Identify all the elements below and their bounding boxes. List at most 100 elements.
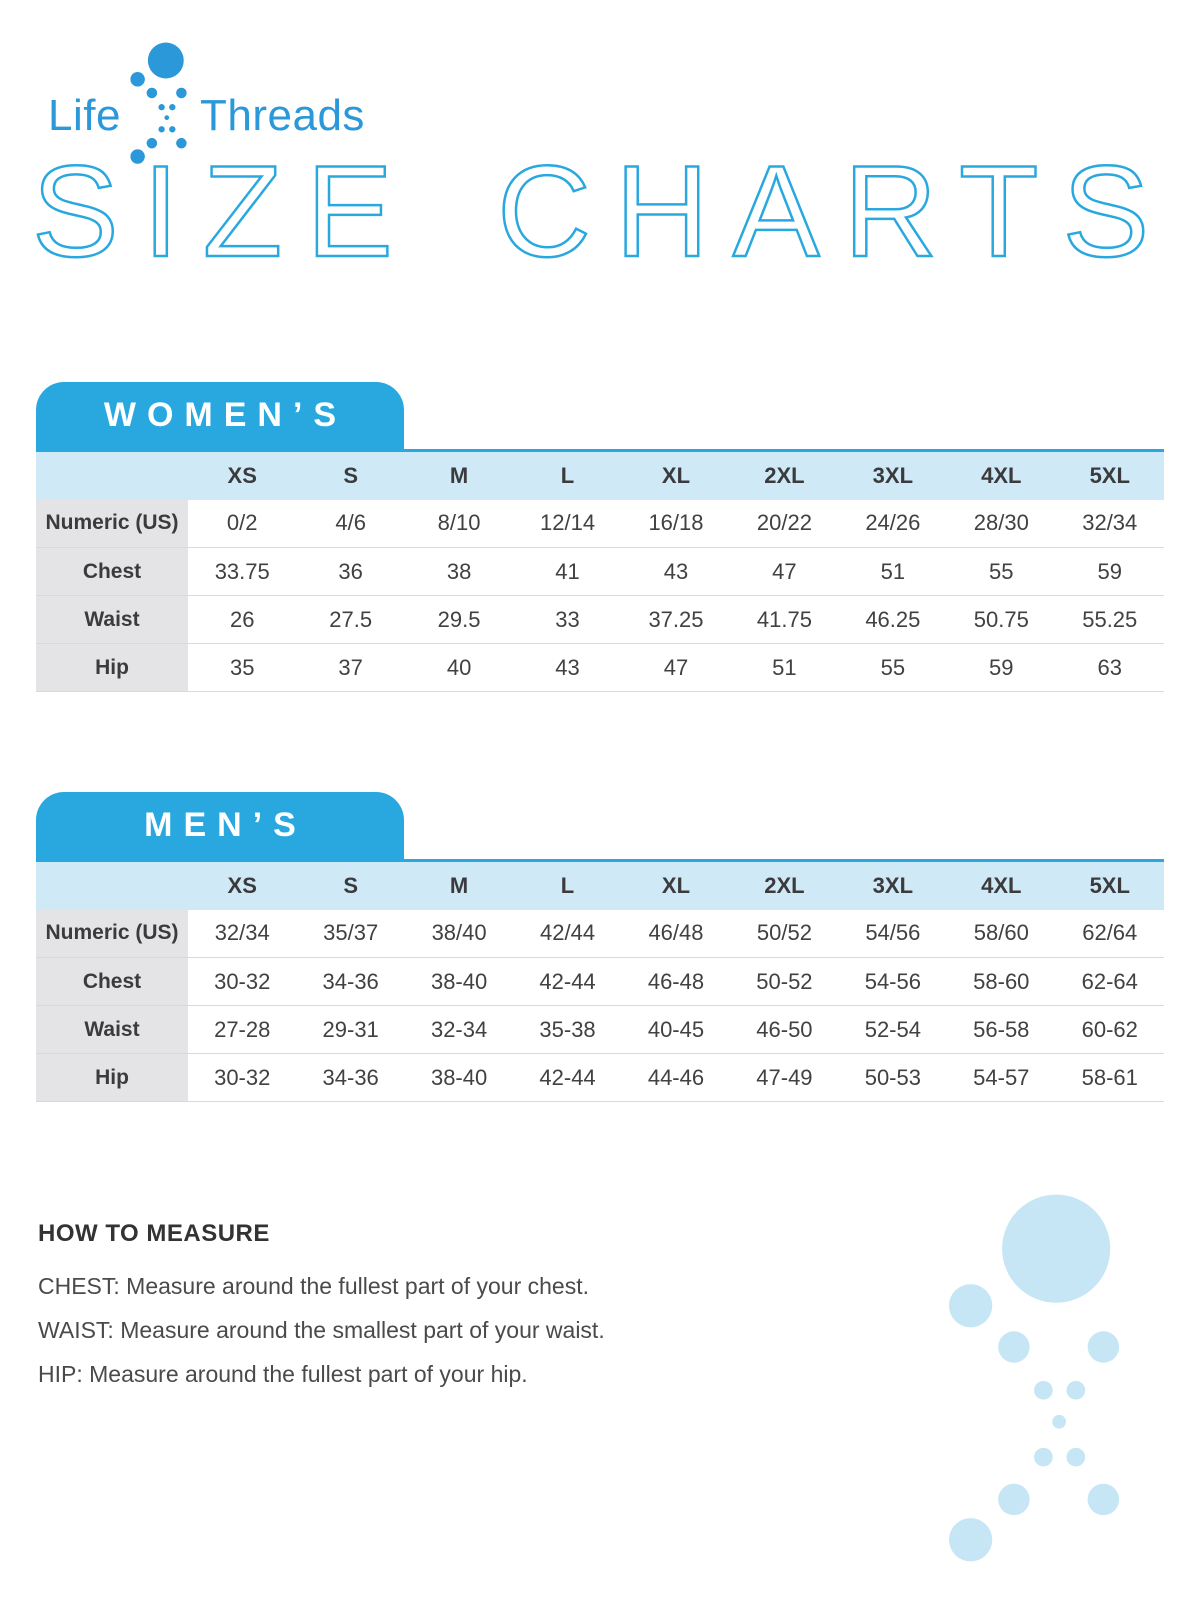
corner-cell bbox=[36, 860, 188, 910]
measurement-cell: 28/30 bbox=[947, 499, 1056, 548]
womens-tab-label: WOMEN’S bbox=[103, 396, 348, 434]
measurement-cell: 27-28 bbox=[188, 1005, 297, 1054]
womens-size-table: XS S M L XL 2XL 3XL 4XL 5XL Numeric (US) 0/2 4/6 8/1… bbox=[36, 449, 1164, 692]
measure-instruction-chest: CHEST: Measure around the fullest part o… bbox=[38, 1273, 589, 1299]
measurement-cell: 43 bbox=[621, 547, 731, 596]
measurement-cell: 58-61 bbox=[1055, 1053, 1164, 1102]
measurement-cell: 33 bbox=[513, 595, 622, 644]
measurement-cell: 35-38 bbox=[513, 1005, 622, 1054]
measurement-cell: 55 bbox=[838, 643, 948, 692]
size-header-cell: 3XL bbox=[838, 860, 948, 910]
mens-tab: MEN’S bbox=[36, 792, 404, 859]
womens-tab: WOMEN’S bbox=[36, 382, 404, 449]
size-header-cell: M bbox=[404, 450, 514, 500]
how-to-measure-section: HOW TO MEASURE CHEST: Measure around the… bbox=[38, 1220, 738, 1396]
how-to-measure-heading: HOW TO MEASURE bbox=[38, 1220, 270, 1247]
measurement-cell: 50.75 bbox=[947, 595, 1056, 644]
mens-tab-label: MEN’S bbox=[144, 806, 307, 844]
page-title: SIZE CHARTS bbox=[31, 138, 1174, 284]
size-header-cell: 2XL bbox=[730, 450, 839, 500]
row-label-cell: Hip bbox=[36, 643, 188, 692]
measurement-cell: 46.25 bbox=[838, 595, 948, 644]
measurement-cell: 36 bbox=[296, 547, 405, 596]
womens-section: WOMEN’S XS S M L XL 2XL 3XL 4XL 5XL Numeric (US) 0… bbox=[36, 382, 1164, 692]
logo-dots-icon bbox=[130, 42, 187, 164]
mens-size-table: XS S M L XL 2XL 3XL 4XL 5XL Numeric (US) 32/34 35/3… bbox=[36, 859, 1164, 1102]
size-header-cell: 2XL bbox=[730, 860, 839, 910]
decorative-dots-figure bbox=[948, 1194, 1120, 1562]
measurement-cell: 47 bbox=[730, 547, 839, 596]
measurement-cell: 51 bbox=[838, 547, 948, 596]
corner-cell bbox=[36, 450, 188, 500]
measurement-cell: 33.75 bbox=[188, 547, 297, 596]
measurement-cell: 35/37 bbox=[296, 909, 405, 958]
measurement-row: Waist 26 27.5 29.5 33 37.25 41.75 46.25 50.75 55.… bbox=[36, 595, 1164, 644]
measurement-cell: 55 bbox=[947, 547, 1056, 596]
size-header-cell: 4XL bbox=[947, 860, 1056, 910]
size-header-cell: XL bbox=[621, 860, 731, 910]
logo-text-life: Life bbox=[48, 91, 121, 140]
mens-section: MEN’S XS S M L XL 2XL 3XL 4XL 5XL Numeric (US) 32/… bbox=[36, 792, 1164, 1102]
size-header-cell: XS bbox=[188, 450, 297, 500]
measurement-cell: 40 bbox=[404, 643, 514, 692]
measurement-cell: 41 bbox=[513, 547, 622, 596]
measurement-cell: 54-56 bbox=[838, 957, 948, 1006]
measurement-cell: 47 bbox=[621, 643, 731, 692]
measurement-cell: 42-44 bbox=[513, 1053, 622, 1102]
measurement-cell: 26 bbox=[188, 595, 297, 644]
measurement-cell: 38-40 bbox=[404, 957, 514, 1006]
measurement-cell: 4/6 bbox=[296, 499, 405, 548]
measurement-cell: 62-64 bbox=[1055, 957, 1164, 1006]
measurement-cell: 20/22 bbox=[730, 499, 839, 548]
measurement-cell: 46-48 bbox=[621, 957, 731, 1006]
measurement-cell: 38-40 bbox=[404, 1053, 514, 1102]
size-header-cell: L bbox=[513, 450, 622, 500]
measurement-cell: 63 bbox=[1055, 643, 1164, 692]
measurement-cell: 44-46 bbox=[621, 1053, 731, 1102]
measurement-row: Hip 35 37 40 43 47 51 55 59 63 bbox=[36, 643, 1164, 692]
measurement-row: Chest 33.75 36 38 41 43 47 51 55 59 bbox=[36, 547, 1164, 596]
measurement-cell: 43 bbox=[513, 643, 622, 692]
size-header-cell: M bbox=[404, 860, 514, 910]
measurement-cell: 46/48 bbox=[621, 909, 731, 958]
measurement-cell: 24/26 bbox=[838, 499, 948, 548]
measurement-cell: 12/14 bbox=[513, 499, 622, 548]
measurement-cell: 56-58 bbox=[947, 1005, 1056, 1054]
measurement-cell: 30-32 bbox=[188, 957, 297, 1006]
size-header-cell: XL bbox=[621, 450, 731, 500]
measurement-cell: 59 bbox=[947, 643, 1056, 692]
measurement-cell: 54-57 bbox=[947, 1053, 1056, 1102]
measurement-row: Waist 27-28 29-31 32-34 35-38 40-45 46-50 52-54… bbox=[36, 1005, 1164, 1054]
size-header-row: XS S M L XL 2XL 3XL 4XL 5XL bbox=[36, 450, 1164, 500]
measurement-cell: 37.25 bbox=[621, 595, 731, 644]
measurement-row: Numeric (US) 32/34 35/37 38/40 42/44 46/48 50/… bbox=[36, 909, 1164, 958]
measurement-cell: 60-62 bbox=[1055, 1005, 1164, 1054]
measurement-cell: 42-44 bbox=[513, 957, 622, 1006]
measurement-cell: 58/60 bbox=[947, 909, 1056, 958]
measurement-cell: 27.5 bbox=[296, 595, 405, 644]
measurement-cell: 38 bbox=[404, 547, 514, 596]
measurement-cell: 50/52 bbox=[730, 909, 839, 958]
measurement-cell: 41.75 bbox=[730, 595, 839, 644]
measurement-row: Numeric (US) 0/2 4/6 8/10 12/14 16/18 20/22 24/… bbox=[36, 499, 1164, 548]
size-header-row: XS S M L XL 2XL 3XL 4XL 5XL bbox=[36, 860, 1164, 910]
row-label-cell: Hip bbox=[36, 1053, 188, 1102]
row-label-cell: Numeric (US) bbox=[36, 499, 188, 548]
row-label-cell: Chest bbox=[36, 957, 188, 1006]
measurement-cell: 62/64 bbox=[1055, 909, 1164, 958]
row-label-cell: Waist bbox=[36, 595, 188, 644]
measurement-cell: 38/40 bbox=[404, 909, 514, 958]
row-label-cell: Waist bbox=[36, 1005, 188, 1054]
measurement-cell: 50-53 bbox=[838, 1053, 948, 1102]
measurement-cell: 30-32 bbox=[188, 1053, 297, 1102]
measurement-cell: 55.25 bbox=[1055, 595, 1164, 644]
size-header-cell: 5XL bbox=[1055, 860, 1164, 910]
size-header-cell: 3XL bbox=[838, 450, 948, 500]
measurement-cell: 29.5 bbox=[404, 595, 514, 644]
measurement-cell: 34-36 bbox=[296, 1053, 405, 1102]
measurement-cell: 59 bbox=[1055, 547, 1164, 596]
row-label-cell: Chest bbox=[36, 547, 188, 596]
measurement-cell: 35 bbox=[188, 643, 297, 692]
logo-text-threads: Threads bbox=[200, 91, 365, 140]
